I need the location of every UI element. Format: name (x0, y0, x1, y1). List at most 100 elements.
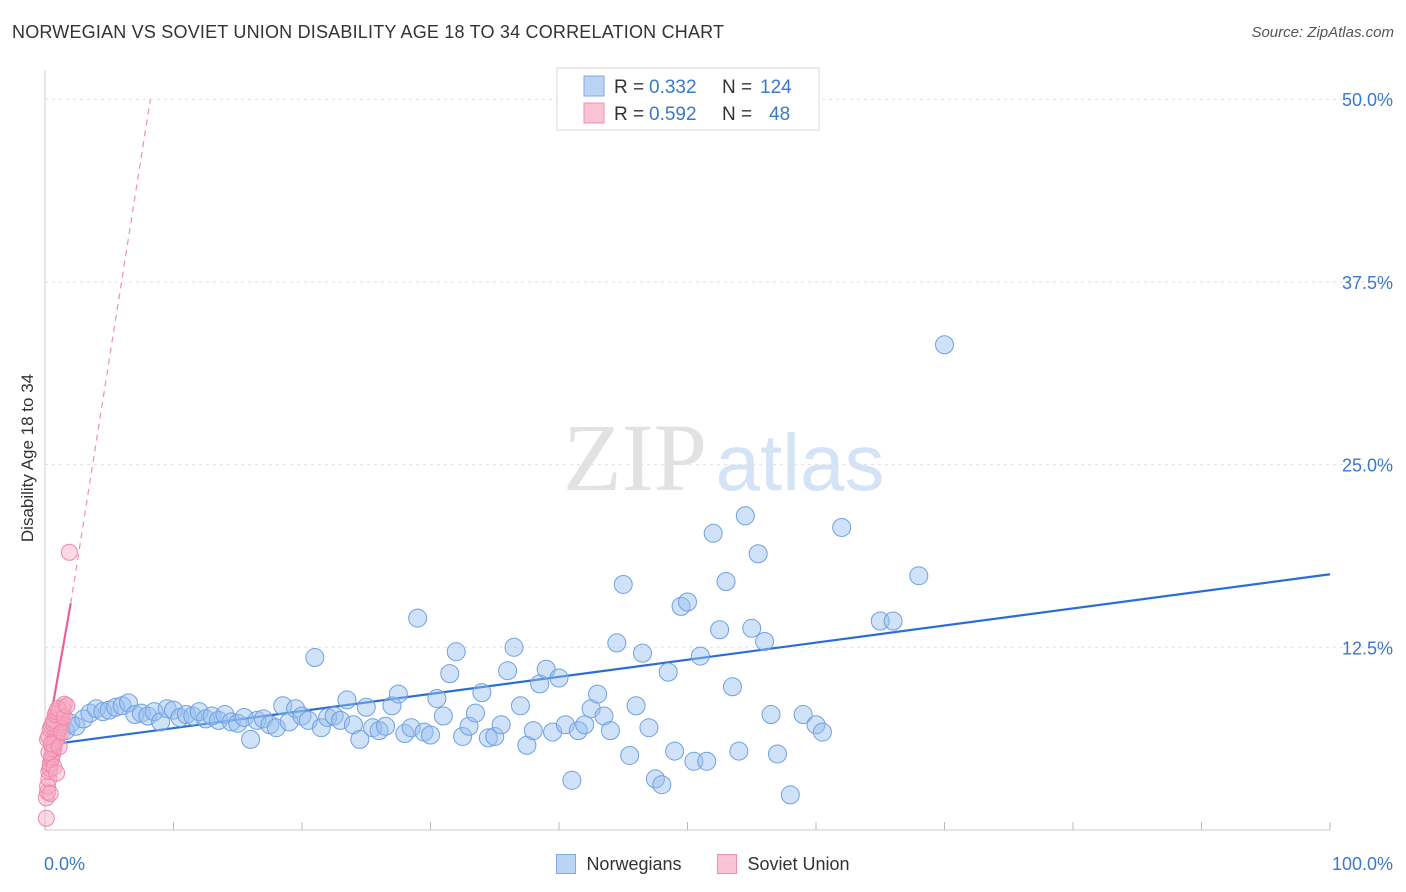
point-norwegians (247, 710, 267, 730)
legend-top-n-value-1: 124 (760, 77, 792, 98)
point-norwegians (433, 706, 453, 726)
point-norwegians (613, 574, 633, 594)
y-tick-label: 37.5% (1342, 273, 1393, 293)
point-norwegians (144, 702, 164, 722)
legend-top-n-label-1: N = (722, 77, 752, 98)
legend-top-r-value-2: 0.592 (649, 104, 697, 125)
point-norwegians (478, 728, 498, 748)
legend-top-r-label-1: R = (614, 77, 644, 98)
point-norwegians (909, 566, 929, 586)
point-norwegians (735, 506, 755, 526)
point-norwegians (678, 592, 697, 612)
legend-item-soviet-union: Soviet Union (717, 850, 850, 878)
watermark-zip: ZIP (563, 404, 707, 511)
legend-top-swatch-soviet (583, 102, 605, 124)
trend-line-soviet-union-extension (70, 99, 151, 604)
point-norwegians (504, 637, 524, 657)
point-norwegians (376, 716, 396, 736)
legend-bottom: Norwegians Soviet Union (0, 850, 1406, 878)
grid-lines (45, 98, 1395, 648)
point-soviet-union (48, 764, 66, 782)
point-norwegians (639, 718, 659, 738)
legend-label-norwegians: Norwegians (586, 853, 682, 874)
point-norwegians (883, 611, 903, 631)
data-points (37, 335, 954, 827)
point-norwegians (665, 741, 685, 761)
point-norwegians (742, 618, 762, 638)
point-norwegians (176, 705, 196, 725)
point-soviet-union (60, 543, 78, 561)
point-norwegians (266, 718, 286, 738)
trend-lines (43, 99, 1331, 750)
point-norwegians (164, 700, 183, 720)
point-norwegians (935, 335, 954, 355)
point-norwegians (234, 707, 254, 727)
point-norwegians (465, 703, 485, 723)
point-norwegians (472, 683, 492, 703)
point-norwegians (710, 620, 730, 640)
point-norwegians (356, 697, 376, 717)
legend-top-n-label-2: N = (722, 104, 752, 125)
point-soviet-union (41, 784, 59, 802)
point-soviet-union (39, 783, 57, 801)
legend-top-r-value-1: 0.332 (649, 77, 697, 98)
point-norwegians (562, 770, 582, 790)
point-norwegians (658, 662, 678, 682)
point-norwegians (555, 715, 575, 735)
y-axis-label: Disability Age 18 to 34 (18, 373, 37, 543)
source-label: Source: ZipAtlas.com (1251, 24, 1394, 41)
point-norwegians (652, 775, 672, 795)
point-soviet-union (53, 723, 71, 741)
x-tick-label-max: 100.0% (1332, 854, 1393, 874)
point-soviet-union (37, 809, 55, 827)
point-norwegians (780, 785, 800, 805)
y-tick-label: 25.0% (1342, 456, 1393, 476)
point-norwegians (453, 726, 473, 746)
legend-label-soviet-union: Soviet Union (747, 853, 850, 874)
point-norwegians (491, 715, 511, 735)
point-norwegians (510, 696, 530, 716)
legend-top: R = 0.332 N = 124 R = 0.592 N = 48 (556, 67, 820, 131)
point-norwegians (549, 668, 569, 688)
point-norwegians (221, 712, 241, 732)
point-soviet-union (58, 697, 76, 715)
point-norwegians (729, 741, 749, 761)
x-tick-label-min: 0.0% (44, 854, 85, 874)
point-norwegians (607, 633, 627, 653)
point-norwegians (401, 718, 421, 738)
point-norwegians (337, 690, 357, 710)
point-norwegians (755, 631, 775, 651)
point-norwegians (600, 721, 620, 741)
point-norwegians (575, 715, 595, 735)
point-norwegians (588, 684, 608, 704)
point-norwegians (498, 661, 518, 681)
point-norwegians (832, 517, 852, 537)
point-norwegians (382, 696, 402, 716)
point-norwegians (748, 544, 768, 564)
point-norwegians (427, 688, 447, 708)
point-norwegians (523, 721, 543, 741)
point-norwegians (350, 729, 370, 749)
point-norwegians (106, 697, 126, 717)
tick-labels: 12.5% 25.0% 37.5% 50.0% 0.0% 100.0% (44, 90, 1393, 874)
point-norwegians (305, 648, 325, 668)
point-norwegians (806, 715, 826, 735)
legend-top-n-value-2: 48 (769, 104, 790, 125)
point-norwegians (690, 646, 710, 666)
point-norwegians (286, 699, 306, 719)
point-norwegians (633, 643, 653, 663)
legend-top-r-label-2: R = (614, 104, 644, 125)
point-norwegians (793, 705, 813, 725)
point-soviet-union (49, 700, 67, 718)
trend-line-norwegians (44, 573, 1331, 747)
point-norwegians (311, 718, 331, 738)
point-norwegians (388, 684, 408, 704)
watermark-atlas: atlas (716, 418, 885, 507)
point-norwegians (189, 702, 209, 722)
point-norwegians (119, 693, 139, 713)
point-norwegians (620, 745, 640, 765)
y-tick-label: 50.0% (1342, 90, 1393, 110)
point-norwegians (93, 702, 113, 722)
trend-line-soviet-union (43, 603, 72, 750)
